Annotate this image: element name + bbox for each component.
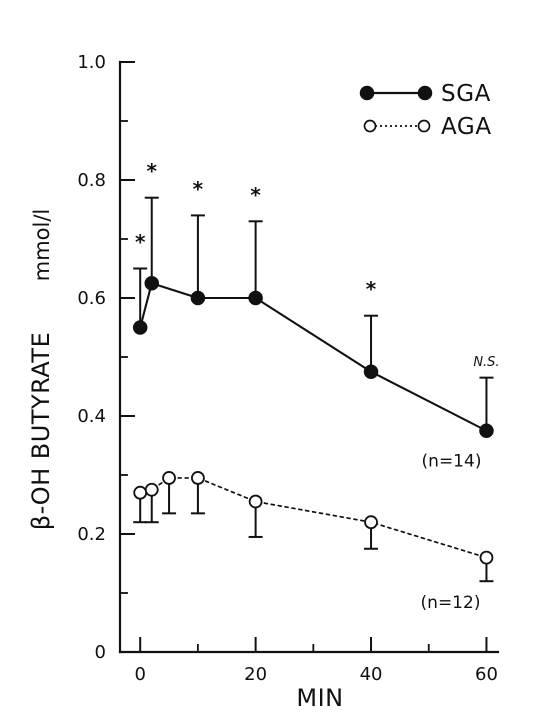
significance-marker: * [366,277,377,301]
aga-data-point [364,515,378,530]
y-tick-label: 0.2 [77,524,106,545]
legend-aga-marker-left [363,119,377,133]
x-tick-label: 40 [360,664,383,685]
ns-label: N.S. [473,355,499,370]
aga-data-point [144,482,159,497]
sga-series-line [139,282,487,432]
legend-aga-marker-right [417,119,431,133]
aga-data-point [133,485,148,500]
y-axis-unit: mmol/l [30,209,54,282]
significance-marker: * [250,183,261,207]
x-tick-label: 20 [244,664,267,685]
significance-marker: * [193,177,204,201]
sga-data-point [363,364,379,379]
aga-data-point [191,471,205,485]
aga-data-point [248,494,263,509]
aga-data-point [162,471,176,485]
x-tick-label: 60 [475,664,498,685]
aga-n-label: (n=12) [421,593,481,613]
y-tick-label: 1.0 [77,52,106,73]
x-tick-label: 0 [134,664,145,685]
legend-aga-label: AGA [441,114,492,140]
y-tick-label: 0 [95,642,106,663]
legend-sga-marker-left [359,85,375,101]
x-axis-title: MIN [296,684,343,712]
sga-data-point [248,290,263,306]
sga-data-point [190,290,206,306]
legend: SGA AGA [359,81,492,140]
legend-sga-marker-right [417,85,433,101]
significance-marker: * [135,230,146,254]
sga-data-point [132,320,148,335]
legend-sga-label: SGA [441,81,491,107]
aga-data-point [479,550,494,565]
ticks-layer: 0 0.2 0.4 0.6 0.8 1.0 0 20 40 60 [77,52,498,685]
annotation-layer: * * * * * [135,159,377,301]
y-tick-label: 0.8 [77,170,106,191]
y-axis-title: β-OH BUTYRATE [27,332,55,530]
sga-data-point [479,423,494,438]
y-tick-label: 0.4 [77,406,106,427]
sga-data-point [144,276,159,291]
significance-marker: * [147,159,158,183]
y-tick-label: 0.6 [77,288,106,309]
sga-n-label: (n=14) [422,451,482,471]
series-layer [132,196,494,583]
